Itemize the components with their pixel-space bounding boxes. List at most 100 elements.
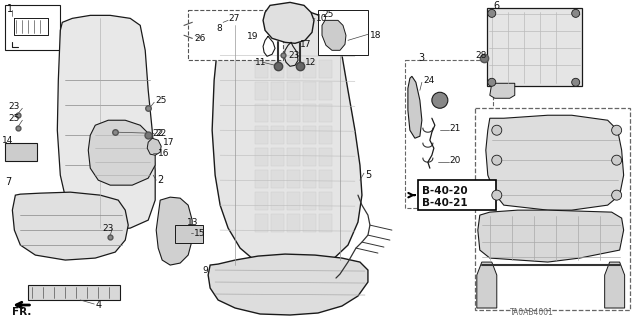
Bar: [271, 214, 284, 232]
Text: 23: 23: [102, 224, 114, 233]
Polygon shape: [486, 115, 623, 210]
Bar: [8, 145, 12, 159]
Bar: [303, 104, 316, 122]
Bar: [287, 148, 300, 166]
Text: 11: 11: [255, 58, 267, 67]
Bar: [418, 180, 496, 210]
Bar: [405, 60, 493, 208]
Bar: [179, 210, 185, 219]
Bar: [256, 14, 268, 54]
Bar: [175, 225, 203, 243]
Bar: [555, 135, 577, 155]
Bar: [319, 148, 332, 166]
Polygon shape: [88, 120, 155, 185]
Circle shape: [492, 190, 502, 200]
Bar: [179, 234, 185, 243]
Text: 6: 6: [494, 1, 500, 11]
Bar: [271, 82, 284, 100]
Circle shape: [612, 155, 621, 165]
Bar: [318, 11, 368, 55]
Bar: [5, 143, 37, 161]
Text: 13: 13: [187, 218, 198, 226]
Circle shape: [492, 125, 502, 135]
Text: B-40-21: B-40-21: [422, 198, 467, 208]
Bar: [255, 82, 268, 100]
Text: TA0AB4001: TA0AB4001: [510, 308, 554, 316]
Text: 24: 24: [423, 76, 434, 85]
Bar: [319, 170, 332, 188]
Polygon shape: [478, 210, 623, 262]
Bar: [319, 214, 332, 232]
Bar: [303, 126, 316, 144]
Text: FR.: FR.: [12, 307, 32, 317]
Circle shape: [492, 155, 502, 165]
Text: 14: 14: [3, 136, 13, 145]
Polygon shape: [147, 138, 161, 155]
Polygon shape: [408, 76, 422, 138]
Text: 22: 22: [155, 129, 166, 138]
Bar: [303, 148, 316, 166]
Bar: [188, 11, 283, 60]
Bar: [487, 8, 582, 86]
Bar: [271, 170, 284, 188]
Bar: [555, 175, 577, 195]
Polygon shape: [156, 197, 192, 265]
Bar: [319, 192, 332, 210]
Bar: [255, 170, 268, 188]
Bar: [271, 60, 284, 78]
Text: 25: 25: [8, 114, 20, 123]
Polygon shape: [490, 83, 515, 98]
Bar: [520, 135, 541, 155]
Bar: [163, 222, 169, 231]
Bar: [319, 82, 332, 100]
Circle shape: [432, 92, 448, 108]
Bar: [271, 104, 284, 122]
Polygon shape: [263, 2, 314, 43]
Bar: [14, 145, 19, 159]
Bar: [224, 14, 236, 54]
Bar: [26, 145, 30, 159]
Bar: [303, 170, 316, 188]
Circle shape: [612, 190, 621, 200]
Text: 19: 19: [246, 32, 258, 41]
Bar: [475, 108, 630, 310]
Polygon shape: [322, 20, 346, 50]
Bar: [287, 60, 300, 78]
Bar: [520, 175, 541, 195]
Bar: [171, 210, 177, 219]
Bar: [319, 104, 332, 122]
Polygon shape: [58, 15, 155, 230]
Text: 23: 23: [8, 102, 20, 111]
Bar: [271, 148, 284, 166]
Polygon shape: [208, 254, 368, 315]
Text: 8: 8: [216, 24, 222, 33]
Bar: [255, 126, 268, 144]
Bar: [163, 234, 169, 243]
Bar: [20, 145, 24, 159]
Text: 9: 9: [202, 265, 208, 275]
Polygon shape: [605, 262, 625, 308]
Text: 3: 3: [418, 53, 424, 63]
Text: 25: 25: [155, 96, 166, 105]
Bar: [5, 5, 60, 50]
Polygon shape: [212, 11, 362, 272]
Text: 4: 4: [95, 300, 101, 310]
Bar: [319, 126, 332, 144]
Bar: [303, 214, 316, 232]
Text: 5: 5: [365, 170, 371, 180]
Bar: [171, 222, 177, 231]
Text: 22: 22: [152, 129, 163, 138]
Text: 10: 10: [316, 14, 328, 23]
Bar: [287, 82, 300, 100]
Circle shape: [612, 125, 621, 135]
Bar: [255, 192, 268, 210]
Bar: [287, 126, 300, 144]
Circle shape: [572, 9, 580, 17]
Polygon shape: [12, 192, 128, 260]
Polygon shape: [28, 285, 120, 300]
Bar: [287, 192, 300, 210]
Text: 7: 7: [5, 177, 12, 187]
Text: 20: 20: [450, 156, 461, 165]
Bar: [287, 214, 300, 232]
Bar: [287, 170, 300, 188]
